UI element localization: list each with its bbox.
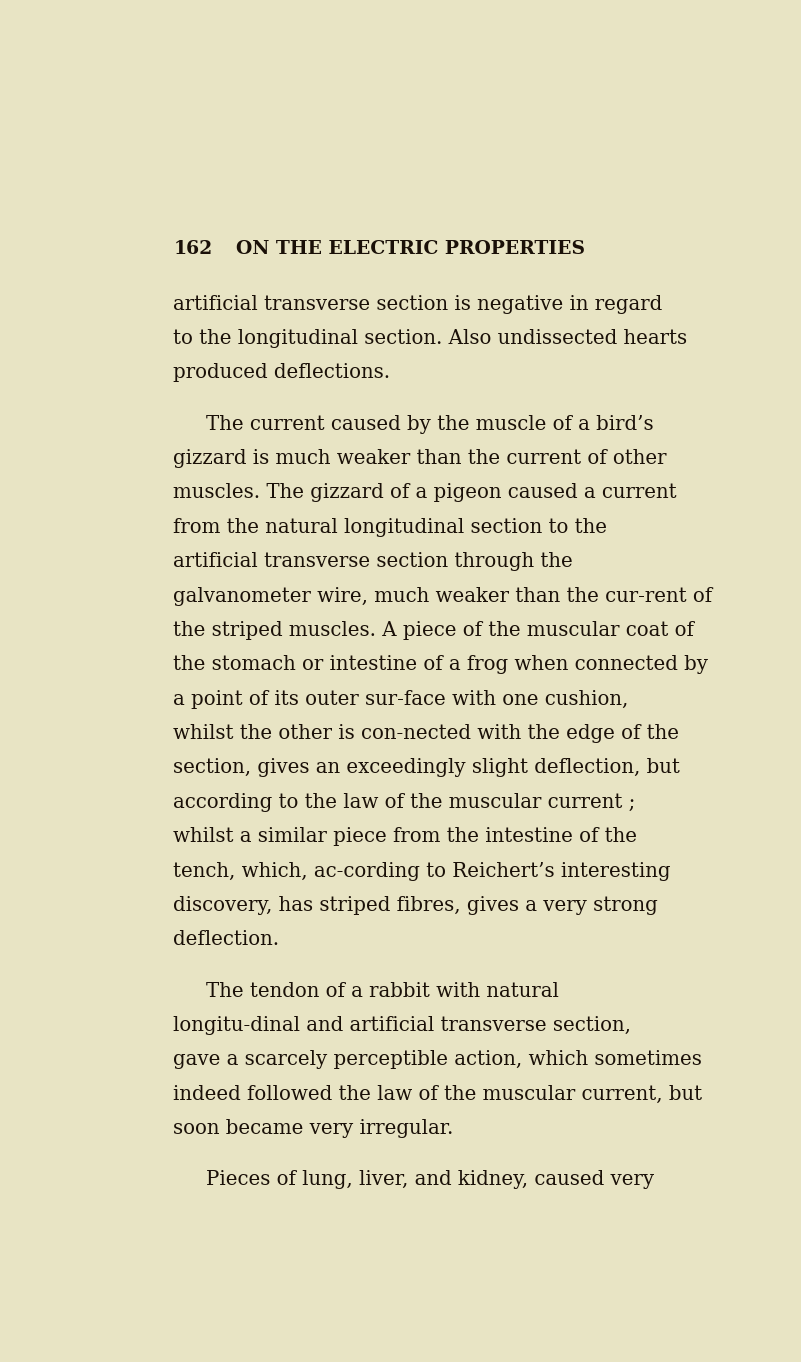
Text: whilst the other is con-nected with the edge of the: whilst the other is con-nected with the … [173,725,679,744]
Text: ON THE ELECTRIC PROPERTIES: ON THE ELECTRIC PROPERTIES [236,240,585,257]
Text: longitu-dinal and artificial transverse section,: longitu-dinal and artificial transverse … [173,1016,631,1035]
Text: from the natural longitudinal section to the: from the natural longitudinal section to… [173,518,607,537]
Text: the stomach or intestine of a frog when connected by: the stomach or intestine of a frog when … [173,655,708,674]
Text: muscles. The gizzard of a pigeon caused a current: muscles. The gizzard of a pigeon caused … [173,484,677,503]
Text: section, gives an exceedingly slight deflection, but: section, gives an exceedingly slight def… [173,759,680,778]
Text: soon became very irregular.: soon became very irregular. [173,1120,453,1139]
Text: a point of its outer sur-face with one cushion,: a point of its outer sur-face with one c… [173,689,629,708]
Text: tench, which, ac-cording to Reichert’s interesting: tench, which, ac-cording to Reichert’s i… [173,862,671,881]
Text: Pieces of lung, liver, and kidney, caused very: Pieces of lung, liver, and kidney, cause… [206,1170,654,1189]
Text: whilst a similar piece from the intestine of the: whilst a similar piece from the intestin… [173,827,638,846]
Text: discovery, has striped fibres, gives a very strong: discovery, has striped fibres, gives a v… [173,896,658,915]
Text: The current caused by the muscle of a bird’s: The current caused by the muscle of a bi… [206,414,654,433]
Text: to the longitudinal section. Also undissected hearts: to the longitudinal section. Also undiss… [173,330,687,347]
Text: indeed followed the law of the muscular current, but: indeed followed the law of the muscular … [173,1086,702,1103]
Text: 162: 162 [173,240,212,257]
Text: gizzard is much weaker than the current of other: gizzard is much weaker than the current … [173,449,667,469]
Text: gave a scarcely perceptible action, which sometimes: gave a scarcely perceptible action, whic… [173,1050,702,1069]
Text: the striped muscles. A piece of the muscular coat of: the striped muscles. A piece of the musc… [173,621,694,640]
Text: galvanometer wire, much weaker than the cur-rent of: galvanometer wire, much weaker than the … [173,587,713,606]
Text: produced deflections.: produced deflections. [173,364,391,383]
Text: according to the law of the muscular current ;: according to the law of the muscular cur… [173,793,636,812]
Text: artificial transverse section is negative in regard: artificial transverse section is negativ… [173,294,662,313]
Text: deflection.: deflection. [173,930,280,949]
Text: artificial transverse section through the: artificial transverse section through th… [173,552,574,571]
Text: The tendon of a rabbit with natural: The tendon of a rabbit with natural [206,982,558,1001]
